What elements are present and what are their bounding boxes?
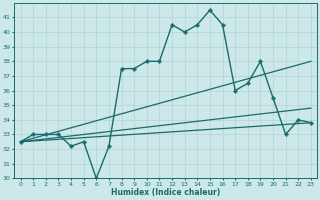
X-axis label: Humidex (Indice chaleur): Humidex (Indice chaleur) — [111, 188, 220, 197]
